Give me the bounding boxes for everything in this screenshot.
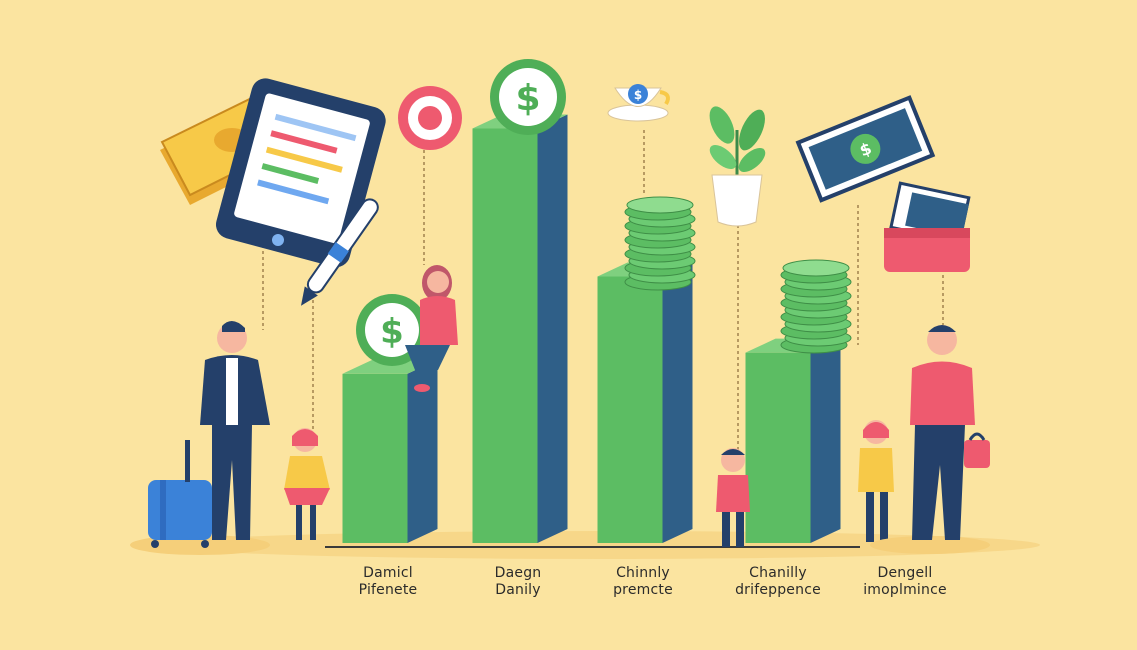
x-tick-label: Damicl Pifenete <box>308 565 468 599</box>
x-tick-label-line: premcte <box>613 582 673 598</box>
x-tick-label: Daegn Danily <box>438 565 598 599</box>
man-with-bag-figure <box>870 325 990 554</box>
x-tick-label-line: imoplmince <box>863 582 947 598</box>
bar-1 <box>342 359 438 543</box>
x-tick-label-line: Daegn <box>494 565 542 581</box>
man-with-suitcase-figure <box>130 320 270 555</box>
connector-lines <box>262 130 944 450</box>
coin-stack-icon <box>780 259 852 354</box>
bars-group <box>342 114 841 544</box>
bar-3 <box>597 262 693 543</box>
wallet-icon <box>884 181 971 272</box>
x-tick-label: Chanilly drifeppence <box>698 565 858 599</box>
dollar-coin-icon: $ <box>490 59 566 135</box>
x-tick-label-line: Chanilly <box>749 565 807 581</box>
bar-4 <box>745 338 841 543</box>
x-tick-label-line: Pifenete <box>358 582 418 598</box>
x-tick-label-line: Danily <box>495 582 541 598</box>
child-figure <box>716 448 750 547</box>
x-tick-label: Chinnly premcte <box>563 565 723 599</box>
tablet-icon <box>215 78 386 268</box>
child-figure <box>284 428 330 540</box>
svg-text:$: $ <box>515 78 540 119</box>
target-icon <box>398 86 462 150</box>
child-figure <box>858 420 894 542</box>
x-tick-label-line: Dengell <box>877 565 933 581</box>
banknote-icon: $ <box>795 95 936 203</box>
x-tick-label-line: drifeppence <box>735 582 821 598</box>
plant-icon <box>709 106 766 227</box>
x-tick-label-line: Damicl <box>363 565 413 581</box>
svg-text:$: $ <box>634 88 642 102</box>
coin-stack-icon <box>624 196 696 291</box>
pen-icon <box>300 198 379 306</box>
bar-2 <box>472 114 568 544</box>
x-tick-label-line: Chinnly <box>616 565 670 581</box>
x-tick-label: Dengell imoplmince <box>825 565 985 599</box>
coffee-cup-icon: $ <box>607 84 670 122</box>
person-sitting-figure <box>405 265 458 392</box>
svg-text:$: $ <box>380 312 404 352</box>
